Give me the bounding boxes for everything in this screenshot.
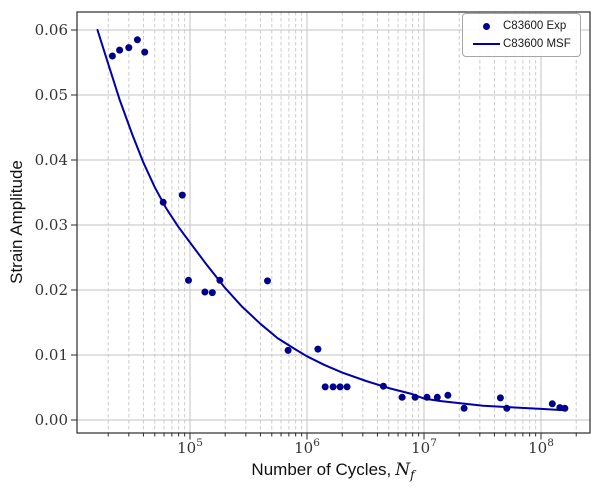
exp-data-point: [329, 383, 337, 391]
legend-label-msf: C83600 MSF: [503, 38, 571, 50]
y-tick-label: 0.05: [35, 86, 68, 104]
x-tick-label: 106: [294, 437, 320, 457]
line-marker-icon: [472, 43, 500, 45]
exp-data-point: [561, 404, 569, 412]
x-tick-label: 107: [411, 437, 437, 457]
exp-data-point: [208, 289, 216, 297]
exp-data-point: [201, 288, 209, 296]
exp-data-point: [284, 346, 292, 354]
exp-data-point: [314, 345, 322, 353]
msf-curve: [96, 29, 566, 412]
exp-data-point: [433, 393, 441, 401]
exp-data-point: [379, 382, 387, 390]
exp-data-point: [178, 191, 186, 199]
exp-data-point: [496, 394, 504, 402]
exp-data-point: [423, 393, 431, 401]
exp-data-point: [116, 46, 124, 54]
exp-data-point: [398, 393, 406, 401]
exp-data-point: [133, 36, 141, 44]
legend-marker-cell: [469, 22, 503, 30]
x-tick-label: 105: [177, 437, 203, 457]
legend-label-exp: C83600 Exp: [503, 20, 567, 32]
exp-data-point: [321, 383, 329, 391]
exp-data-point: [108, 52, 116, 60]
scatter-marker-icon: [482, 22, 490, 30]
y-tick-label: 0.02: [35, 281, 68, 299]
exp-data-point: [411, 393, 419, 401]
x-axis-label-subscript: f: [410, 468, 415, 483]
legend: C83600 Exp C83600 MSF: [462, 13, 581, 57]
y-tick-label: 0.03: [35, 216, 68, 234]
exp-data-point: [125, 44, 133, 52]
exp-data-point: [343, 383, 351, 391]
x-axis-label-variable: N: [395, 459, 411, 480]
y-tick-label: 0.06: [35, 21, 68, 39]
legend-item-msf: C83600 MSF: [469, 35, 574, 53]
exp-data-point: [444, 391, 452, 399]
exp-data-point: [264, 277, 271, 285]
y-tick-label: 0.04: [35, 151, 68, 169]
plot-border: [76, 11, 591, 434]
exp-data-point: [336, 383, 344, 391]
legend-marker-cell: [469, 43, 503, 45]
legend-item-exp: C83600 Exp: [469, 17, 574, 35]
exp-data-point: [216, 276, 224, 284]
exp-data-point: [460, 404, 468, 412]
y-axis-label: Strain Amplitude: [7, 160, 26, 284]
exp-data-point: [503, 404, 511, 412]
y-tick-label: 0.01: [35, 346, 68, 364]
exp-data-point: [159, 198, 167, 206]
exp-data-point: [185, 276, 192, 284]
exp-data-point: [548, 400, 556, 408]
x-axis-label-text: Number of Cycles,: [251, 459, 392, 479]
x-tick-label: 108: [528, 437, 554, 457]
y-tick-label: 0.00: [35, 411, 68, 429]
x-axis-label: Number of Cycles, Nf: [251, 460, 414, 482]
exp-data-point: [141, 48, 149, 56]
